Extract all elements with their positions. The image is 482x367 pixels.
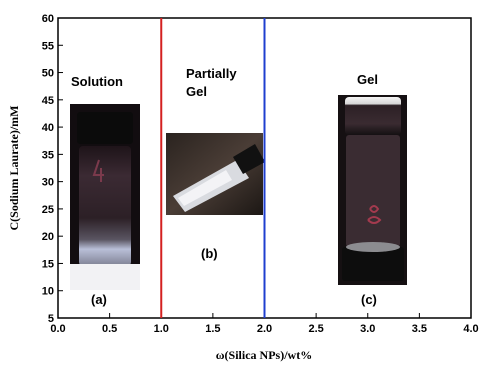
region-label-gel: Gel (357, 72, 378, 87)
photo-b-partial-gel-vial (166, 133, 265, 215)
x-tick-label: 3.0 (360, 323, 375, 335)
x-tick-label: 2.0 (257, 323, 272, 335)
panel-label-b: (b) (201, 246, 218, 261)
photo-a-solution-vial (70, 104, 140, 290)
region-label-solution: Solution (71, 74, 123, 89)
y-axis-ticks: 5 10 15 20 25 30 35 40 45 50 55 60 (42, 13, 63, 325)
y-tick-label: 30 (42, 177, 54, 189)
y-tick-label: 20 (42, 231, 54, 243)
panel-label-a: (a) (91, 292, 107, 307)
y-tick-label: 35 (42, 149, 54, 161)
y-axis-title: C(Sodium Laurate)/mM (7, 106, 21, 231)
x-tick-label: 0.5 (102, 323, 117, 335)
x-tick-label: 0.0 (50, 323, 65, 335)
x-axis-ticks: 0.0 0.5 1.0 1.5 2.0 2.5 3.0 3.5 4.0 (50, 313, 479, 335)
y-tick-label: 50 (42, 68, 54, 80)
panel-label-c: (c) (361, 292, 377, 307)
y-tick-label: 25 (42, 204, 54, 216)
y-tick-label: 55 (42, 40, 54, 52)
x-tick-label: 4.0 (463, 323, 478, 335)
region-label-gel-partial: Gel (186, 84, 207, 99)
y-tick-label: 15 (42, 258, 54, 270)
x-tick-label: 1.5 (205, 323, 220, 335)
photo-c-gel-vial (338, 95, 407, 285)
region-label-partially: Partially (186, 66, 237, 81)
x-tick-label: 2.5 (308, 323, 323, 335)
x-axis-title: ω(Silica NPs)/wt% (216, 348, 312, 362)
x-tick-label: 1.0 (154, 323, 169, 335)
y-tick-label: 45 (42, 95, 54, 107)
y-tick-label: 5 (48, 313, 54, 325)
y-tick-label: 40 (42, 122, 54, 134)
y-tick-label: 10 (42, 286, 54, 298)
x-tick-label: 3.5 (412, 323, 427, 335)
y-tick-label: 60 (42, 13, 54, 25)
